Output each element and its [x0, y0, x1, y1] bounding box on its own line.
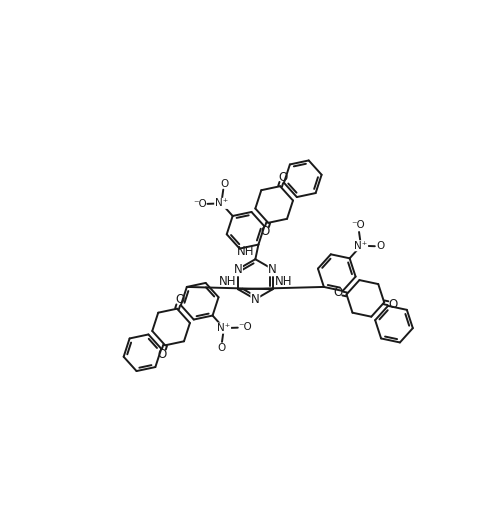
Text: O: O	[261, 225, 270, 238]
Text: N: N	[251, 293, 259, 306]
Text: N: N	[268, 263, 277, 276]
Text: O: O	[158, 347, 167, 361]
Text: N⁺: N⁺	[217, 323, 231, 333]
Text: O: O	[377, 241, 385, 251]
Text: ⁻O: ⁻O	[238, 322, 251, 332]
Text: O: O	[389, 298, 398, 311]
Text: O: O	[175, 293, 185, 307]
Text: ⁻O: ⁻O	[194, 199, 208, 209]
Text: ⁻O: ⁻O	[351, 220, 365, 230]
Text: N⁺: N⁺	[215, 198, 228, 208]
Text: O: O	[333, 286, 342, 299]
Text: N: N	[234, 263, 243, 276]
Text: O: O	[220, 178, 228, 189]
Text: N⁺: N⁺	[354, 241, 368, 251]
Text: O: O	[217, 343, 225, 353]
Text: NH: NH	[274, 274, 292, 288]
Text: O: O	[278, 171, 287, 184]
Text: NH: NH	[219, 274, 236, 288]
Text: NH: NH	[238, 245, 255, 259]
